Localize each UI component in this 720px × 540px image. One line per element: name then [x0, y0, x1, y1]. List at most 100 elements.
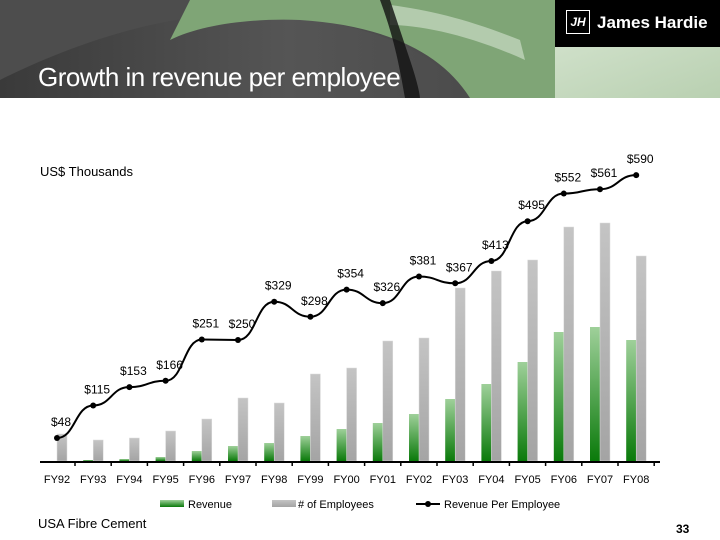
- data-label: $251: [192, 317, 219, 331]
- revenue-bar: [409, 414, 419, 461]
- page-title: Growth in revenue per employee: [38, 62, 401, 92]
- line-point: [560, 190, 567, 197]
- line-point: [633, 172, 640, 179]
- revenue-bar: [191, 451, 202, 461]
- x-tick-label: FY98: [261, 474, 287, 486]
- legend-revenue-swatch: [160, 500, 184, 507]
- line-point: [379, 300, 386, 307]
- employees-bar: [563, 226, 575, 462]
- data-label: $354: [337, 267, 364, 281]
- x-tick-label: FY00: [333, 474, 359, 486]
- revenue-bar: [228, 446, 238, 461]
- employees-bar: [599, 222, 611, 462]
- x-tick-label: FY03: [442, 474, 468, 486]
- revenue-bar: [481, 384, 492, 461]
- x-tick-label: FY08: [623, 474, 649, 486]
- revenue-bar: [336, 429, 347, 461]
- data-label: $552: [554, 171, 581, 185]
- data-label: $166: [156, 358, 183, 372]
- data-label: $48: [51, 415, 71, 429]
- x-tick-label: FY93: [80, 474, 106, 486]
- header-banner: JH James Hardie Growth in revenue per em…: [0, 0, 720, 98]
- legend-revenue-label: Revenue: [188, 499, 232, 511]
- line-point: [235, 337, 241, 344]
- revenue-bar: [119, 459, 130, 461]
- leaf-photo: [0, 0, 555, 98]
- revenue-bar: [553, 332, 564, 461]
- employees-bar: [237, 397, 249, 462]
- x-tick-label: FY94: [116, 474, 142, 486]
- chart: FY92 FY93 FY94 FY95 FY96 FY97 FY98 FY99 FY00 FY01…: [40, 152, 660, 511]
- logo-backdrop: [555, 47, 720, 98]
- line-point: [343, 286, 350, 293]
- line-point: [416, 273, 422, 280]
- data-label: $115: [84, 383, 110, 397]
- employees-bar: [165, 430, 176, 462]
- legend-line-marker: [425, 501, 431, 507]
- revenue-bar: [590, 327, 600, 461]
- data-label: $413: [482, 238, 509, 252]
- x-tick-label: FY04: [478, 474, 504, 486]
- revenue-bar: [264, 443, 275, 461]
- employees-bar: [310, 373, 321, 462]
- line-point: [126, 384, 133, 391]
- revenue-bar: [372, 423, 383, 461]
- logo-area: [555, 0, 720, 47]
- x-tick-label: FY06: [551, 474, 577, 486]
- line-point: [597, 186, 603, 193]
- legend-rpe-label: Revenue Per Employee: [444, 499, 560, 511]
- data-label: $495: [518, 198, 545, 212]
- data-label: $329: [265, 279, 292, 293]
- line-point: [54, 435, 60, 441]
- line-point: [488, 257, 495, 264]
- footer-text: USA Fibre Cement: [38, 516, 147, 531]
- x-tick-label: FY97: [225, 474, 251, 486]
- employees-bar: [491, 270, 502, 462]
- employees-bar: [129, 437, 140, 462]
- legend-employees-label: # of Employees: [298, 499, 374, 511]
- employees-bar: [92, 439, 104, 462]
- line-point: [524, 218, 531, 225]
- employees-bar: [454, 287, 466, 462]
- line-point: [307, 313, 314, 320]
- x-tick-label: FY02: [406, 474, 432, 486]
- data-label: $326: [373, 280, 400, 294]
- x-tick-label: FY07: [587, 474, 613, 486]
- logo-text: James Hardie: [597, 13, 708, 32]
- revenue-bar: [83, 460, 94, 461]
- x-tick-label: FY96: [189, 474, 215, 486]
- revenue-bar: [517, 362, 528, 461]
- x-tick-label: FY92: [44, 474, 70, 486]
- data-label: $381: [410, 253, 437, 267]
- employees-bar: [382, 340, 394, 462]
- line-point: [452, 280, 459, 287]
- employees-bar: [527, 259, 538, 462]
- revenue-bar: [300, 436, 311, 461]
- data-label: $561: [591, 166, 618, 180]
- employees-bar: [273, 402, 285, 462]
- data-label: $250: [229, 317, 256, 331]
- james-hardie-logo-icon: JH: [566, 10, 590, 34]
- page-number: 33: [676, 522, 690, 536]
- revenue-bar: [155, 457, 166, 461]
- data-label: $153: [120, 364, 147, 378]
- x-tick-label: FY01: [370, 474, 396, 486]
- revenue-bar: [626, 340, 637, 461]
- employees-bar: [201, 418, 213, 462]
- data-label: $298: [301, 294, 328, 308]
- line-point: [271, 298, 278, 305]
- line-point: [162, 377, 169, 384]
- employees-bar: [635, 255, 647, 462]
- employees-bar: [418, 337, 430, 462]
- employees-bar: [346, 367, 357, 462]
- unit-label: US$ Thousands: [40, 164, 133, 179]
- x-tick-label: FY99: [297, 474, 323, 486]
- data-label: $590: [627, 152, 654, 166]
- line-point: [90, 402, 97, 409]
- data-label: $367: [446, 260, 473, 274]
- line-point: [198, 336, 205, 343]
- legend-employees-swatch: [272, 500, 296, 507]
- x-tick-label: FY95: [152, 474, 178, 486]
- revenue-bar: [445, 399, 456, 461]
- x-tick-label: FY05: [514, 474, 540, 486]
